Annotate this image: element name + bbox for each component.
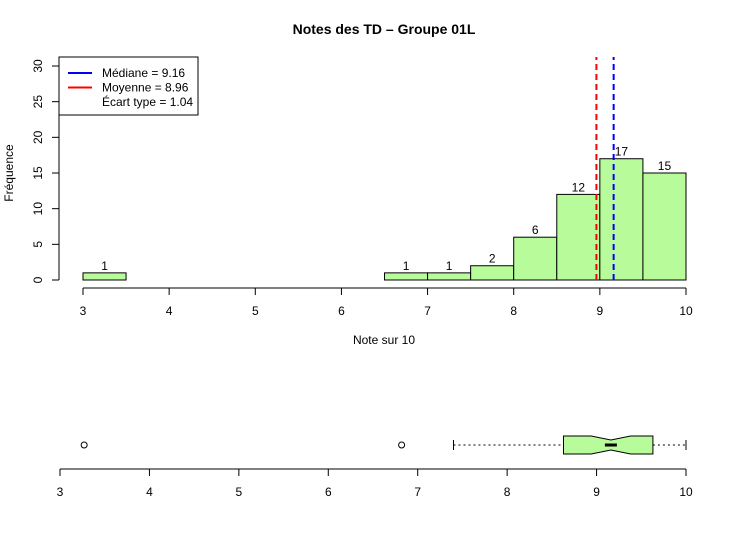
x-tick-label: 10 [679,304,693,318]
histogram-bar [599,158,644,281]
x-axis-label: Note sur 10 [353,333,415,347]
boxplot-tick-label: 3 [57,485,64,499]
boxplot-tick-label: 10 [679,485,693,499]
bar-data-label: 12 [572,180,586,194]
y-tick-label: 30 [31,59,45,73]
bar-data-label: 1 [446,259,453,273]
histogram-bar [642,172,687,281]
bar-data-label: 2 [489,252,496,266]
y-tick-label: 0 [31,276,45,283]
boxplot-tick-label: 9 [593,485,600,499]
x-tick-label: 6 [338,304,345,318]
histogram-bar [556,193,601,281]
bar-data-label: 6 [532,223,539,237]
x-tick-label: 4 [166,304,173,318]
outlier-point [398,441,406,449]
outlier-point [80,441,88,449]
boxplot-tick-label: 7 [414,485,421,499]
boxplot-tick-label: 4 [146,485,153,499]
legend-box [58,56,199,116]
y-axis-label: Fréquence [2,144,16,202]
y-tick-label: 5 [31,241,45,248]
y-tick-label: 10 [31,202,45,216]
bar-data-label: 15 [658,159,672,173]
histogram-bar [470,265,515,281]
chart-title: Notes des TD – Groupe 01L [293,21,476,37]
boxplot-tick-label: 8 [504,485,511,499]
y-tick-label: 20 [31,130,45,144]
boxplot-tick-label: 5 [236,485,243,499]
boxplot [80,435,687,455]
boxplot-axis: 3 4 5 6 7 8 9 10 [57,468,693,499]
x-tick-label: 7 [424,304,431,318]
y-tick-label: 25 [31,95,45,109]
legend-entry-label: Moyenne = 8.96 [102,81,189,95]
x-tick-label: 3 [80,304,87,318]
bar-data-label: 1 [101,259,108,273]
legend-entry-label: Médiane = 9.16 [102,66,185,80]
y-tick-label: 15 [31,166,45,180]
x-tick-label: 5 [252,304,259,318]
x-tick-label: 9 [597,304,604,318]
boxplot-tick-label: 6 [325,485,332,499]
x-tick-label: 8 [510,304,517,318]
bar-data-label: 1 [403,259,410,273]
histogram-bar [513,236,558,281]
histogram-bar [384,272,429,281]
histogram-bar [427,272,472,281]
reference-lines [595,57,615,280]
histogram-bar [82,272,127,281]
legend-entry-label: Écart type = 1.04 [102,94,193,109]
bar-data-label: 17 [615,145,629,159]
